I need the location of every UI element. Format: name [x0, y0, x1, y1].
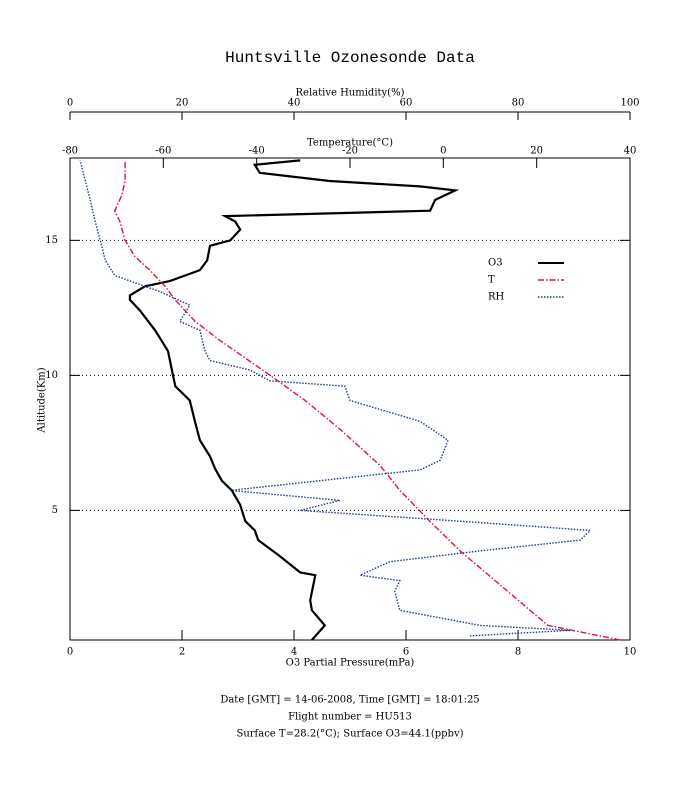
x-tick-label: 8 — [515, 647, 521, 658]
x2-tick-label: 60 — [400, 98, 413, 109]
x2-axis-label: Relative Humidity(%) — [296, 88, 405, 99]
profile-line — [128, 159, 460, 641]
x3-tick-label: 40 — [624, 146, 637, 157]
x2-tick-label: 100 — [620, 98, 639, 109]
y-tick-label: 10 — [45, 370, 58, 381]
x2-tick-label: 80 — [512, 98, 525, 109]
profile-line — [114, 160, 621, 641]
chart-title: Huntsville Ozonesonde Data — [225, 49, 475, 67]
footer-line: Date [GMT] = 14-06-2008, Time [GMT] = 18… — [220, 695, 479, 706]
x3-tick-label: 0 — [440, 146, 446, 157]
x3-tick-label: -60 — [155, 146, 171, 157]
x3-tick-label: -80 — [62, 146, 78, 157]
profile-line — [79, 160, 592, 637]
footer-line: Surface T=28.2(°C); Surface O3=44.1(ppbv… — [236, 729, 463, 740]
x-axis-label: O3 Partial Pressure(mPa) — [286, 658, 415, 669]
x2-tick-label: 0 — [67, 98, 73, 109]
legend-label: T — [488, 275, 495, 286]
x-tick-label: 6 — [403, 647, 409, 658]
x3-axis-label: Temperature(°C) — [307, 138, 393, 149]
legend-label: O3 — [488, 258, 503, 269]
footer-line: Flight number = HU513 — [288, 712, 412, 723]
plot-frame — [69, 157, 631, 641]
x2-tick-label: 20 — [176, 98, 189, 109]
x-tick-label: 4 — [291, 647, 297, 658]
x3-tick-label: 20 — [530, 146, 543, 157]
x3-tick-label: -40 — [249, 146, 265, 157]
y-axis-label: Altitude(Km) — [37, 367, 48, 433]
y-tick-label: 5 — [52, 505, 58, 516]
x-tick-label: 10 — [624, 647, 637, 658]
x-tick-label: 0 — [67, 647, 73, 658]
x-tick-label: 2 — [179, 647, 185, 658]
legend-label: RH — [488, 292, 505, 303]
x3-tick-label: -20 — [342, 146, 358, 157]
y-tick-label: 15 — [45, 235, 58, 246]
x2-tick-label: 40 — [288, 98, 301, 109]
